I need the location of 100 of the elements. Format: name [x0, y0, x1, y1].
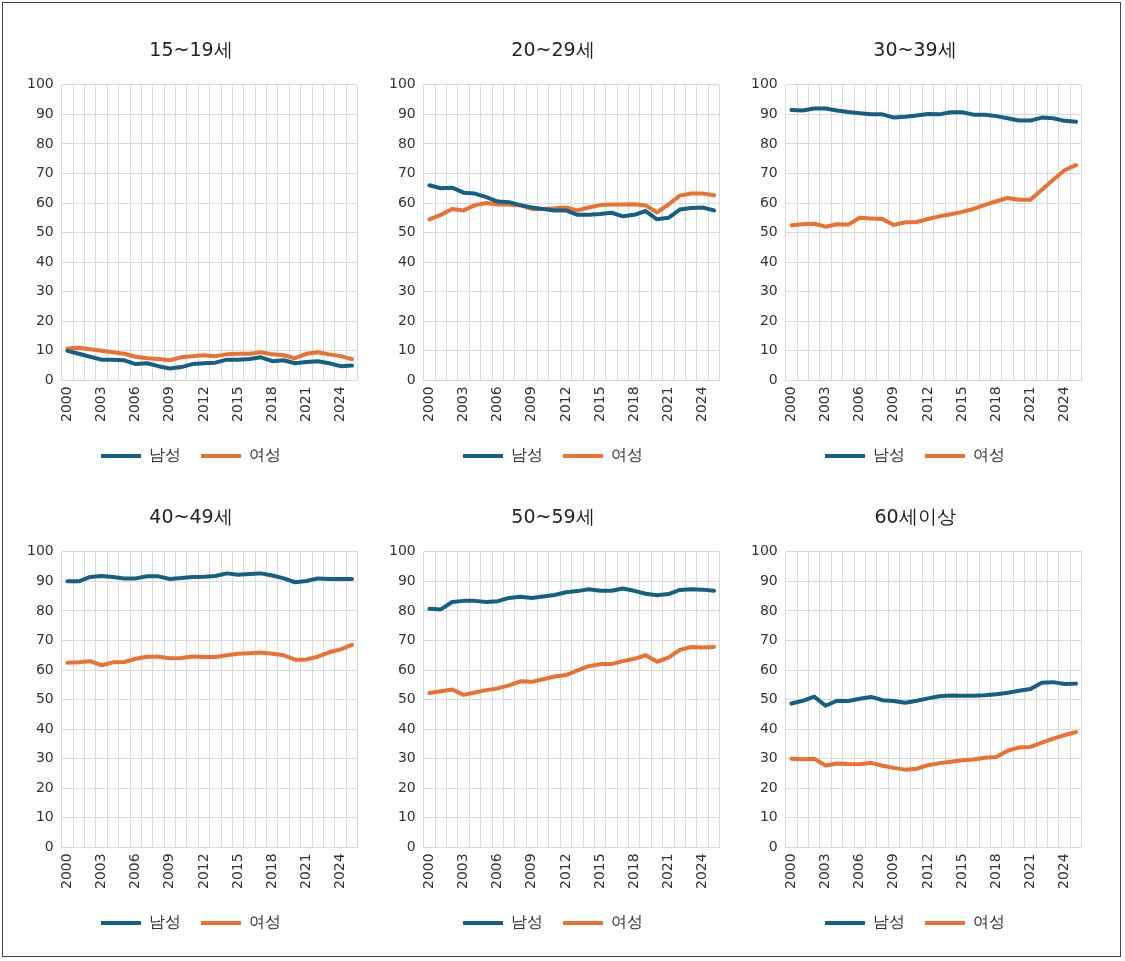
y-tick-label: 50	[759, 223, 778, 240]
y-tick-label: 100	[750, 75, 778, 92]
y-tick-label: 80	[397, 134, 416, 151]
x-tick-label: 2006	[850, 386, 867, 423]
x-tick-label: 2003	[92, 386, 109, 423]
y-tick-label: 50	[35, 223, 54, 240]
x-tick-label: 2000	[782, 853, 799, 890]
y-tick-label: 80	[35, 134, 54, 151]
y-tick-label: 70	[759, 164, 778, 181]
x-tick-label: 2021	[297, 853, 314, 890]
y-tick-label: 10	[397, 808, 416, 825]
x-tick-label: 2006	[488, 386, 505, 423]
y-tick-label: 60	[759, 660, 778, 677]
y-tick-label: 20	[397, 778, 416, 795]
y-tick-label: 0	[44, 371, 54, 388]
x-tick-label: 2021	[1021, 853, 1038, 890]
x-tick-label: 2018	[624, 853, 641, 890]
y-tick-label: 100	[388, 75, 416, 92]
legend-label: 여성	[973, 912, 1005, 932]
y-tick-label: 30	[759, 749, 778, 766]
x-tick-label: 2012	[556, 853, 573, 890]
y-tick-label: 70	[35, 164, 54, 181]
y-tick-label: 90	[759, 105, 778, 121]
x-tick-label: 2009	[160, 386, 177, 423]
y-tick-label: 20	[35, 311, 54, 328]
x-tick-label: 2024	[1055, 853, 1072, 890]
x-tick-label: 2009	[522, 386, 539, 423]
chart-title: 15~19세	[149, 38, 233, 61]
x-tick-label: 2003	[816, 386, 833, 423]
y-tick-label: 90	[35, 105, 54, 121]
x-tick-label: 2015	[228, 386, 245, 423]
x-tick-label: 2009	[884, 853, 901, 890]
y-tick-label: 30	[397, 282, 416, 299]
x-tick-label: 2024	[693, 853, 710, 890]
y-tick-label: 40	[759, 252, 778, 269]
x-tick-label: 2024	[331, 386, 348, 423]
chart-title: 60세이상	[874, 505, 956, 528]
y-tick-label: 70	[397, 164, 416, 181]
x-tick-label: 2000	[58, 386, 75, 423]
x-tick-label: 2009	[522, 853, 539, 890]
y-tick-label: 10	[759, 341, 778, 358]
x-tick-label: 2021	[1021, 386, 1038, 423]
y-tick-label: 100	[26, 542, 54, 559]
x-tick-label: 2021	[659, 386, 676, 423]
y-tick-label: 0	[406, 838, 416, 855]
x-tick-label: 2012	[918, 853, 935, 890]
y-tick-label: 50	[397, 223, 416, 240]
y-tick-label: 20	[397, 311, 416, 328]
x-tick-label: 2009	[884, 386, 901, 423]
y-tick-label: 0	[768, 838, 778, 855]
y-tick-label: 60	[397, 193, 416, 210]
x-tick-label: 2021	[297, 386, 314, 423]
y-tick-label: 10	[35, 341, 54, 358]
y-tick-label: 100	[750, 542, 778, 559]
y-tick-label: 40	[759, 719, 778, 736]
y-tick-label: 100	[388, 542, 416, 559]
y-tick-label: 0	[768, 371, 778, 388]
y-tick-label: 40	[35, 252, 54, 269]
chart-title: 30~39세	[873, 38, 957, 61]
y-tick-label: 40	[397, 719, 416, 736]
y-tick-label: 30	[35, 282, 54, 299]
chart-title: 50~59세	[511, 505, 595, 528]
x-tick-label: 2000	[420, 386, 437, 423]
y-tick-label: 40	[397, 252, 416, 269]
y-tick-label: 70	[35, 631, 54, 648]
x-tick-label: 2000	[782, 386, 799, 423]
y-tick-label: 90	[759, 572, 778, 588]
x-tick-label: 2012	[556, 386, 573, 423]
y-tick-label: 60	[759, 193, 778, 210]
legend-label: 여성	[611, 912, 643, 932]
x-tick-label: 2018	[986, 386, 1003, 423]
x-tick-label: 2018	[624, 386, 641, 423]
x-tick-label: 2006	[126, 386, 143, 423]
y-tick-label: 20	[759, 311, 778, 328]
y-tick-label: 50	[759, 690, 778, 707]
y-tick-label: 100	[26, 75, 54, 92]
y-tick-label: 10	[759, 808, 778, 825]
x-tick-label: 2012	[194, 386, 211, 423]
y-tick-label: 30	[35, 749, 54, 766]
y-tick-label: 80	[397, 601, 416, 618]
x-tick-label: 2021	[659, 853, 676, 890]
x-tick-label: 2018	[986, 853, 1003, 890]
x-tick-label: 2006	[850, 853, 867, 890]
y-tick-label: 90	[397, 105, 416, 121]
x-tick-label: 2009	[160, 853, 177, 890]
y-tick-label: 80	[35, 601, 54, 618]
y-tick-label: 60	[397, 660, 416, 677]
x-tick-label: 2024	[693, 386, 710, 423]
x-tick-label: 2018	[262, 853, 279, 890]
legend-label: 여성	[611, 445, 643, 465]
legend-label: 여성	[249, 912, 281, 932]
x-tick-label: 2000	[58, 853, 75, 890]
x-tick-label: 2015	[952, 386, 969, 423]
y-tick-label: 30	[397, 749, 416, 766]
y-tick-label: 60	[35, 660, 54, 677]
x-tick-label: 2015	[590, 853, 607, 890]
x-tick-label: 2003	[454, 853, 471, 890]
y-tick-label: 90	[397, 572, 416, 588]
x-tick-label: 2024	[331, 853, 348, 890]
y-tick-label: 80	[759, 601, 778, 618]
